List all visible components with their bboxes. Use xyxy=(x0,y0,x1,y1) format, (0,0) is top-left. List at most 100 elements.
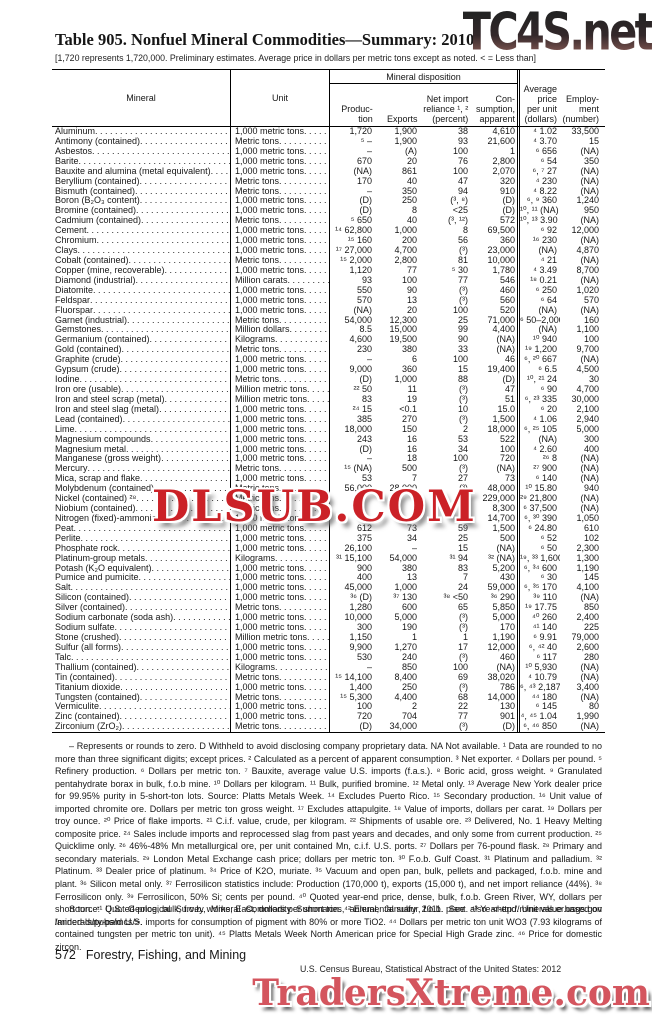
unit-label: 1,000 metric tons xyxy=(235,563,305,573)
table-row: Pumice and pumicite 1,000 metric tons 40… xyxy=(52,573,605,584)
mineral-name: Garnet (industrial) xyxy=(55,315,128,325)
dot-leader xyxy=(304,167,329,177)
cell-cons: 73 xyxy=(504,474,515,484)
dot-leader xyxy=(304,435,329,445)
cell-imp: 10 xyxy=(457,404,468,414)
cell-exp: 380 xyxy=(401,345,417,355)
dot-leader xyxy=(136,504,230,514)
table-row: Manganese (gross weight) 1,000 metric to… xyxy=(52,454,605,465)
dot-leader xyxy=(279,316,329,326)
mineral-name: Perlite xyxy=(55,533,81,543)
mineral-name: Talc xyxy=(55,652,72,662)
cell-cons: 500 xyxy=(499,533,515,543)
dot-leader xyxy=(95,127,230,137)
cell-prod: 570 xyxy=(329,295,375,306)
unit-label: Metric tons xyxy=(235,692,280,702)
cell-exp: 380 xyxy=(401,563,417,573)
unit-label: 1,000 metric tons xyxy=(235,236,305,246)
cell-emp: (NA) xyxy=(580,176,600,186)
cell-exp: 90 xyxy=(406,285,417,295)
cell-emp: (NA) xyxy=(580,504,600,514)
cell-price: ⁶, ²³ 335 xyxy=(517,394,560,405)
cell-emp: 950 xyxy=(583,206,599,216)
mineral-name: Gypsum (crude) xyxy=(55,365,120,375)
cell-price: (NA) xyxy=(517,305,560,316)
cell-exp: – xyxy=(411,543,417,553)
dot-leader xyxy=(87,226,230,236)
mineral-name: Iodine xyxy=(55,375,80,385)
cell-exp: ³⁷ 130 xyxy=(393,593,417,603)
unit-label: Kilograms xyxy=(235,335,276,345)
cell-cons: 4,610 xyxy=(492,127,515,136)
dot-leader xyxy=(304,355,329,365)
unit-label: 1,000 metric tons xyxy=(235,127,305,136)
cell-prod: (D) xyxy=(329,375,375,385)
table-header: Mineral Unit Mineral disposition Produc-… xyxy=(52,70,605,127)
mineral-name: Nickel (contained) ²⁸ xyxy=(55,494,137,504)
table-row: Nitrogen (fixed)-ammonia 1,000 metric to… xyxy=(52,513,605,524)
cell-price: ⁴ 2.60 xyxy=(517,444,560,455)
mineral-name: Beryllium (contained) xyxy=(55,176,140,186)
cell-cons: 2,070 xyxy=(492,166,515,176)
cell-exp: 350 xyxy=(401,186,417,196)
dot-leader xyxy=(79,157,230,167)
cell-price: ¹⁰, ¹³ 3.90 xyxy=(517,216,560,227)
cell-emp: 160 xyxy=(583,315,599,325)
cell-imp: 83 xyxy=(457,563,468,573)
table-row: Gypsum (crude) 1,000 metric tons 9,000 3… xyxy=(52,365,605,376)
dot-leader xyxy=(304,683,329,693)
unit-label: Million dollars xyxy=(235,325,290,335)
cell-emp: (NA) xyxy=(580,186,600,196)
mineral-name: Mica, scrap and flake xyxy=(55,474,141,484)
cell-imp: (³) xyxy=(459,295,468,305)
section-title: Forestry, Fishing, and Mining xyxy=(85,948,247,962)
cell-exp: 73 xyxy=(406,523,417,533)
cell-imp: 15 xyxy=(457,543,468,553)
dot-leader xyxy=(120,712,230,722)
dot-leader xyxy=(211,167,230,177)
cell-imp: 1 xyxy=(462,633,468,643)
header-consumption: Con- sumption, apparent xyxy=(475,94,515,124)
cell-cons: ³⁶ 290 xyxy=(490,593,515,603)
mineral-name: Bauxite and alumina (metal equivalent) xyxy=(55,166,211,176)
cell-prod: 1,150 xyxy=(329,633,375,643)
table-row: Bismuth (contained) Metric tons – 350 94… xyxy=(52,186,605,197)
cell-exp: 40 xyxy=(406,216,417,226)
cell-exp: 240 xyxy=(401,652,417,662)
dot-leader xyxy=(290,325,329,335)
cell-cons: (NA) xyxy=(496,335,516,345)
dot-leader xyxy=(307,395,329,405)
cell-price: ³⁹ 110 xyxy=(517,593,560,604)
cell-price: ⁶ 52 xyxy=(517,533,560,544)
dot-leader xyxy=(304,206,329,216)
table-row: Platinum-group metals Kilograms ³¹ 15,10… xyxy=(52,553,605,564)
dot-leader xyxy=(304,266,329,276)
table-row: Iron and steel scrap (metal) Million met… xyxy=(52,394,605,405)
dot-leader xyxy=(173,613,230,623)
cell-emp: 79,000 xyxy=(571,633,599,643)
dot-leader xyxy=(80,375,230,385)
header-disposition-title: Mineral disposition xyxy=(330,70,517,84)
cell-exp: 2,800 xyxy=(394,255,417,265)
cell-prod: 1,280 xyxy=(329,603,375,614)
cell-prod xyxy=(329,504,375,514)
cell-cons: 546 xyxy=(499,275,515,285)
cell-emp: 280 xyxy=(583,652,599,662)
mineral-name: Magnesium metal xyxy=(55,444,127,454)
cell-emp: (NA) xyxy=(580,464,600,474)
cell-exp: 1,000 xyxy=(394,226,417,236)
cell-imp: ³¹ 94 xyxy=(449,553,468,563)
dot-leader xyxy=(93,286,230,296)
cell-emp: 100 xyxy=(583,335,599,345)
cell-imp: 100 xyxy=(452,662,468,672)
cell-price: ⁶, ⁹ 360 xyxy=(517,196,560,207)
cell-price: (NA) xyxy=(517,325,560,336)
cell-price: ²⁷ 900 xyxy=(517,464,560,475)
cell-prod: 385 xyxy=(329,414,375,425)
mineral-name: Lime xyxy=(55,424,75,434)
cell-prod: 18,000 xyxy=(329,424,375,435)
cell-prod: – xyxy=(329,186,375,197)
mineral-name: Manganese (gross weight) xyxy=(55,454,162,464)
cell-imp: 53 xyxy=(457,434,468,444)
cell-cons: 12,000 xyxy=(487,642,515,652)
